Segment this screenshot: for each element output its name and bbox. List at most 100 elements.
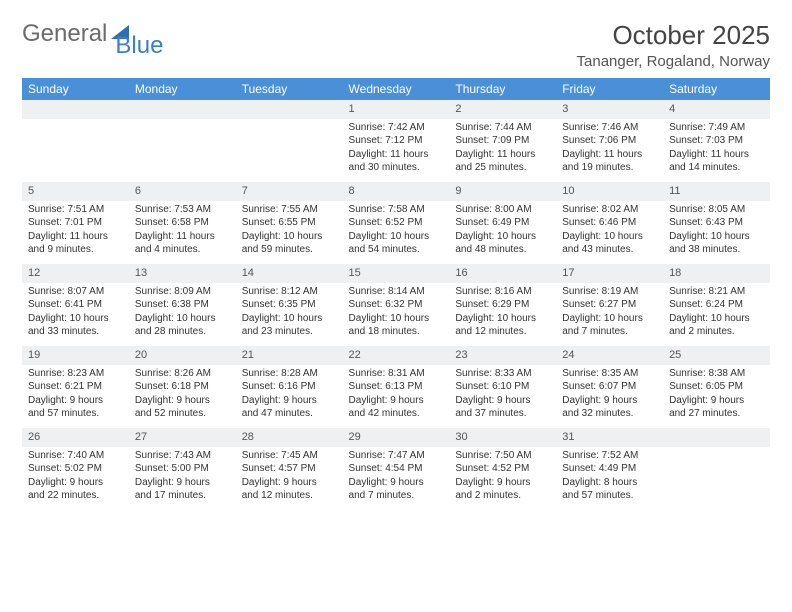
- day-cell: 5Sunrise: 7:51 AMSunset: 7:01 PMDaylight…: [22, 182, 129, 264]
- day-d2: and 57 minutes.: [28, 407, 123, 421]
- day-d1: Daylight: 9 hours: [242, 476, 337, 490]
- day-cell: 29Sunrise: 7:47 AMSunset: 4:54 PMDayligh…: [343, 428, 450, 510]
- day-d2: and 33 minutes.: [28, 325, 123, 339]
- day-cell: 25Sunrise: 8:38 AMSunset: 6:05 PMDayligh…: [663, 346, 770, 428]
- day-ss: Sunset: 7:03 PM: [669, 134, 764, 148]
- day-ss: Sunset: 4:52 PM: [455, 462, 550, 476]
- day-ss: Sunset: 5:00 PM: [135, 462, 230, 476]
- day-d2: and 28 minutes.: [135, 325, 230, 339]
- day-ss: Sunset: 4:54 PM: [349, 462, 444, 476]
- day-cell: 16Sunrise: 8:16 AMSunset: 6:29 PMDayligh…: [449, 264, 556, 346]
- day-d2: and 25 minutes.: [455, 161, 550, 175]
- day-cell: 1Sunrise: 7:42 AMSunset: 7:12 PMDaylight…: [343, 100, 450, 182]
- day-d1: Daylight: 8 hours: [562, 476, 657, 490]
- day-number: 16: [449, 264, 556, 283]
- day-number: 18: [663, 264, 770, 283]
- logo: General Blue: [22, 20, 163, 48]
- day-sr: Sunrise: 8:09 AM: [135, 285, 230, 299]
- day-ss: Sunset: 6:21 PM: [28, 380, 123, 394]
- day-sr: Sunrise: 7:46 AM: [562, 121, 657, 135]
- day-d1: Daylight: 10 hours: [135, 312, 230, 326]
- day-d1: Daylight: 11 hours: [669, 148, 764, 162]
- day-number: [663, 428, 770, 447]
- day-d2: and 23 minutes.: [242, 325, 337, 339]
- day-ss: Sunset: 4:57 PM: [242, 462, 337, 476]
- day-d1: Daylight: 10 hours: [349, 312, 444, 326]
- weekday-2: Tuesday: [236, 78, 343, 100]
- day-d2: and 18 minutes.: [349, 325, 444, 339]
- day-sr: Sunrise: 7:42 AM: [349, 121, 444, 135]
- day-sr: Sunrise: 8:05 AM: [669, 203, 764, 217]
- day-d2: and 27 minutes.: [669, 407, 764, 421]
- calendar-table: Sunday Monday Tuesday Wednesday Thursday…: [22, 78, 770, 510]
- day-ss: Sunset: 6:13 PM: [349, 380, 444, 394]
- day-cell: 20Sunrise: 8:26 AMSunset: 6:18 PMDayligh…: [129, 346, 236, 428]
- day-d1: Daylight: 9 hours: [28, 476, 123, 490]
- day-ss: Sunset: 6:41 PM: [28, 298, 123, 312]
- day-d1: Daylight: 10 hours: [349, 230, 444, 244]
- day-ss: Sunset: 6:24 PM: [669, 298, 764, 312]
- day-sr: Sunrise: 8:28 AM: [242, 367, 337, 381]
- day-cell: 9Sunrise: 8:00 AMSunset: 6:49 PMDaylight…: [449, 182, 556, 264]
- day-cell: 6Sunrise: 7:53 AMSunset: 6:58 PMDaylight…: [129, 182, 236, 264]
- day-d2: and 2 minutes.: [669, 325, 764, 339]
- day-sr: Sunrise: 7:49 AM: [669, 121, 764, 135]
- day-cell: 11 Sunrise: 8:05 AMSunset: 6:43 PMDayligh…: [663, 182, 770, 264]
- day-number: 25: [663, 346, 770, 365]
- day-cell: 30Sunrise: 7:50 AMSunset: 4:52 PMDayligh…: [449, 428, 556, 510]
- day-d1: Daylight: 11 hours: [455, 148, 550, 162]
- day-d2: and 7 minutes.: [562, 325, 657, 339]
- title-block: October 2025 Tananger, Rogaland, Norway: [577, 20, 770, 70]
- day-d1: Daylight: 9 hours: [135, 476, 230, 490]
- day-number: 30: [449, 428, 556, 447]
- day-sr: Sunrise: 7:58 AM: [349, 203, 444, 217]
- day-number: 9: [449, 182, 556, 201]
- day-cell: 26Sunrise: 7:40 AMSunset: 5:02 PMDayligh…: [22, 428, 129, 510]
- day-sr: Sunrise: 8:33 AM: [455, 367, 550, 381]
- day-number: 11: [663, 182, 770, 201]
- day-d1: Daylight: 10 hours: [455, 312, 550, 326]
- day-d1: Daylight: 10 hours: [455, 230, 550, 244]
- day-number: 24: [556, 346, 663, 365]
- day-sr: Sunrise: 7:50 AM: [455, 449, 550, 463]
- day-ss: Sunset: 7:12 PM: [349, 134, 444, 148]
- day-number: 21: [236, 346, 343, 365]
- week-row: 12Sunrise: 8:07 AMSunset: 6:41 PMDayligh…: [22, 264, 770, 346]
- day-number: 29: [343, 428, 450, 447]
- month-title: October 2025: [577, 20, 770, 51]
- day-ss: Sunset: 7:01 PM: [28, 216, 123, 230]
- day-d1: Daylight: 10 hours: [242, 230, 337, 244]
- weekday-6: Saturday: [663, 78, 770, 100]
- day-d1: Daylight: 9 hours: [28, 394, 123, 408]
- day-ss: Sunset: 6:43 PM: [669, 216, 764, 230]
- day-cell: 13Sunrise: 8:09 AMSunset: 6:38 PMDayligh…: [129, 264, 236, 346]
- day-number: 19: [22, 346, 129, 365]
- day-d1: Daylight: 10 hours: [669, 312, 764, 326]
- weekday-0: Sunday: [22, 78, 129, 100]
- day-number: 5: [22, 182, 129, 201]
- day-number: 2: [449, 100, 556, 119]
- day-ss: Sunset: 6:32 PM: [349, 298, 444, 312]
- day-number: 28: [236, 428, 343, 447]
- weekday-5: Friday: [556, 78, 663, 100]
- day-d2: and 42 minutes.: [349, 407, 444, 421]
- day-sr: Sunrise: 8:02 AM: [562, 203, 657, 217]
- day-cell: 15Sunrise: 8:14 AMSunset: 6:32 PMDayligh…: [343, 264, 450, 346]
- day-ss: Sunset: 6:27 PM: [562, 298, 657, 312]
- day-sr: Sunrise: 8:31 AM: [349, 367, 444, 381]
- day-d2: and 48 minutes.: [455, 243, 550, 257]
- day-number: 10: [556, 182, 663, 201]
- day-d1: Daylight: 9 hours: [242, 394, 337, 408]
- day-cell: 22Sunrise: 8:31 AMSunset: 6:13 PMDayligh…: [343, 346, 450, 428]
- day-sr: Sunrise: 7:51 AM: [28, 203, 123, 217]
- day-number: 17: [556, 264, 663, 283]
- day-d1: Daylight: 9 hours: [135, 394, 230, 408]
- day-sr: Sunrise: 7:52 AM: [562, 449, 657, 463]
- day-d2: and 4 minutes.: [135, 243, 230, 257]
- day-number: 13: [129, 264, 236, 283]
- day-sr: Sunrise: 7:53 AM: [135, 203, 230, 217]
- day-d1: Daylight: 10 hours: [669, 230, 764, 244]
- day-sr: Sunrise: 7:40 AM: [28, 449, 123, 463]
- day-number: 22: [343, 346, 450, 365]
- day-number: 27: [129, 428, 236, 447]
